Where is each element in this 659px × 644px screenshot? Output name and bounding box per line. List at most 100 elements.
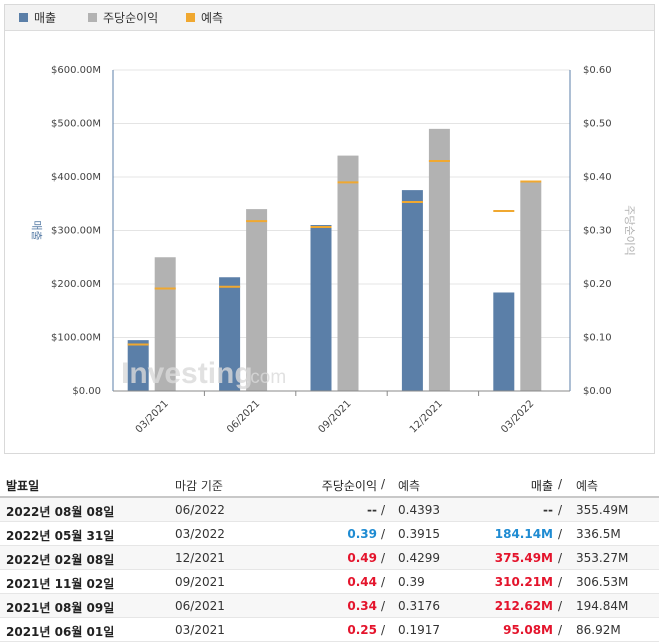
cell-revenue-forecast: 306.53M (576, 575, 629, 589)
y-right-tick-label: $0.20 (583, 279, 612, 290)
cell-revenue: 95.08M (503, 623, 553, 637)
eps-bar (428, 128, 450, 391)
cell-revenue-forecast: 355.49M (576, 503, 629, 517)
cell-revenue: 375.49M (494, 551, 553, 565)
eps-bar (246, 209, 268, 391)
y-left-tick-label: $300.00M (51, 226, 101, 237)
revenue-bar (493, 292, 515, 391)
header-eps-forecast[interactable]: 예측 (398, 479, 421, 493)
cell-slash-eps: / (381, 551, 386, 565)
legend-swatch-revenue (19, 13, 28, 22)
y-right-tick-label: $0.50 (583, 119, 612, 130)
cell-eps-forecast: 0.1917 (398, 623, 440, 637)
cell-eps: -- (367, 503, 377, 517)
cell-revenue-forecast: 353.27M (576, 551, 629, 565)
cell-eps: 0.25 (347, 623, 377, 637)
y-right-tick-label: $0.60 (583, 65, 612, 76)
revenue-bar (127, 340, 149, 391)
cell-date: 2022년 02월 08일 (6, 553, 115, 567)
y-left-axis-title: 매출 (30, 220, 43, 240)
cell-eps: 0.34 (347, 599, 377, 613)
cell-revenue: -- (543, 503, 553, 517)
cell-revenue: 310.21M (494, 575, 553, 589)
header-slash-revenue: / (558, 477, 563, 491)
legend-label-revenue: 매출 (34, 11, 57, 25)
legend: 매출 주당순이익 예측 (5, 5, 654, 31)
header-revenue-forecast[interactable]: 예측 (576, 479, 599, 493)
header-period[interactable]: 마감 기준 (175, 479, 223, 493)
header-eps[interactable]: 주당순이익 (321, 479, 377, 493)
watermark-logo: Investing (121, 357, 253, 390)
cell-slash-eps: / (381, 575, 386, 589)
eps-bar (154, 257, 176, 391)
legend-label-forecast: 예측 (201, 11, 224, 25)
cell-eps-forecast: 0.4393 (398, 503, 440, 517)
x-tick-label: 03/2021 (134, 398, 171, 435)
cell-date: 2022년 05월 31일 (6, 529, 115, 543)
cell-date: 2021년 06월 01일 (6, 625, 115, 639)
cell-slash-eps: / (381, 503, 386, 517)
cell-slash-eps: / (381, 599, 386, 613)
x-tick-label: 06/2021 (225, 398, 262, 435)
cell-revenue-forecast: 336.5M (576, 527, 621, 541)
legend-item-revenue[interactable]: 매출 (19, 11, 56, 25)
header-revenue[interactable]: 매출 (530, 479, 553, 493)
table-body: 2022년 08월 08일 06/2022 --/0.4393 --/355.49M 2… (0, 498, 659, 642)
x-tick-label: 12/2021 (408, 398, 445, 435)
cell-period: 06/2021 (175, 599, 225, 613)
cell-eps-forecast: 0.3176 (398, 599, 440, 613)
table-row: 2022년 08월 08일 06/2022 -- / 0.4393 -- / 355.49M (0, 498, 659, 522)
cell-period: 03/2022 (175, 527, 225, 541)
table-header: 발표일 마감 기준 주당순이익 / 예측 매출 / 예측 (0, 470, 659, 498)
earnings-table: 발표일 마감 기준 주당순이익 / 예측 매출 / 예측 2022년 08월 0… (0, 470, 659, 642)
chart-panel: 매출 주당순이익 예측 $0.00 $0.00 $100.00M $0.10 $200.… (4, 4, 655, 454)
revenue-bar (219, 277, 241, 391)
cell-eps: 0.49 (347, 551, 377, 565)
table-row: 2021년 06월 01일 03/2021 0.25 / 0.1917 95.08M / 86… (0, 618, 659, 642)
legend-swatch-eps (88, 13, 97, 22)
eps-bar (520, 182, 542, 391)
y-left-tick-label: $0.00 (72, 386, 101, 397)
header-slash-eps: / (381, 477, 386, 491)
cell-revenue: 184.14M (494, 527, 553, 541)
table-row: 2022년 05월 31일 03/2022 0.39 / 0.3915 184.14M / 3… (0, 522, 659, 546)
cell-slash-revenue: / (558, 527, 563, 541)
revenue-bar (310, 225, 332, 391)
cell-period: 09/2021 (175, 575, 225, 589)
cell-period: 12/2021 (175, 551, 225, 565)
table-row: 2022년 02월 08일 12/2021 0.49 / 0.4299 375.49M / 3… (0, 546, 659, 570)
legend-item-forecast[interactable]: 예측 (186, 11, 223, 25)
table-row: 2021년 08월 09일 06/2021 0.34 / 0.3176 212.62M / 1… (0, 594, 659, 618)
cell-period: 06/2022 (175, 503, 225, 517)
cell-slash-eps: / (381, 623, 386, 637)
x-tick-label: 03/2022 (499, 398, 536, 435)
y-right-tick-label: $0.10 (583, 333, 612, 344)
y-left-tick-label: $500.00M (51, 119, 101, 130)
cell-period: 03/2021 (175, 623, 225, 637)
table-row: 2021년 11월 02일 09/2021 0.44 / 0.39 310.21M / 306… (0, 570, 659, 594)
cell-eps-forecast: 0.3915 (398, 527, 440, 541)
cell-eps: 0.44 (347, 575, 377, 589)
eps-bar (337, 155, 359, 391)
y-right-tick-label: $0.40 (583, 172, 612, 183)
y-left-tick-label: $100.00M (51, 333, 101, 344)
watermark-logo-suffix: .com (245, 367, 286, 388)
legend-swatch-forecast (186, 13, 195, 22)
y-right-axis-title: 주당순이익 (623, 205, 636, 256)
legend-item-eps[interactable]: 주당순이익 (88, 11, 158, 25)
y-right-tick-label: $0.00 (583, 386, 612, 397)
cell-eps-forecast: 0.39 (398, 575, 425, 589)
cell-revenue-forecast: 86.92M (576, 623, 621, 637)
cell-slash-revenue: / (558, 599, 563, 613)
cell-date: 2021년 08월 09일 (6, 601, 115, 615)
revenue-bar (401, 190, 423, 391)
cell-eps: 0.39 (347, 527, 377, 541)
y-left-tick-label: $200.00M (51, 279, 101, 290)
earnings-chart: $0.00 $0.00 $100.00M $0.10 $200.00M $0.20 $300… (30, 65, 636, 435)
cell-slash-revenue: / (558, 623, 563, 637)
cell-revenue-forecast: 194.84M (576, 599, 629, 613)
y-left-tick-label: $400.00M (51, 172, 101, 183)
header-date[interactable]: 발표일 (6, 479, 40, 493)
cell-slash-revenue: / (558, 503, 563, 517)
cell-slash-revenue: / (558, 575, 563, 589)
